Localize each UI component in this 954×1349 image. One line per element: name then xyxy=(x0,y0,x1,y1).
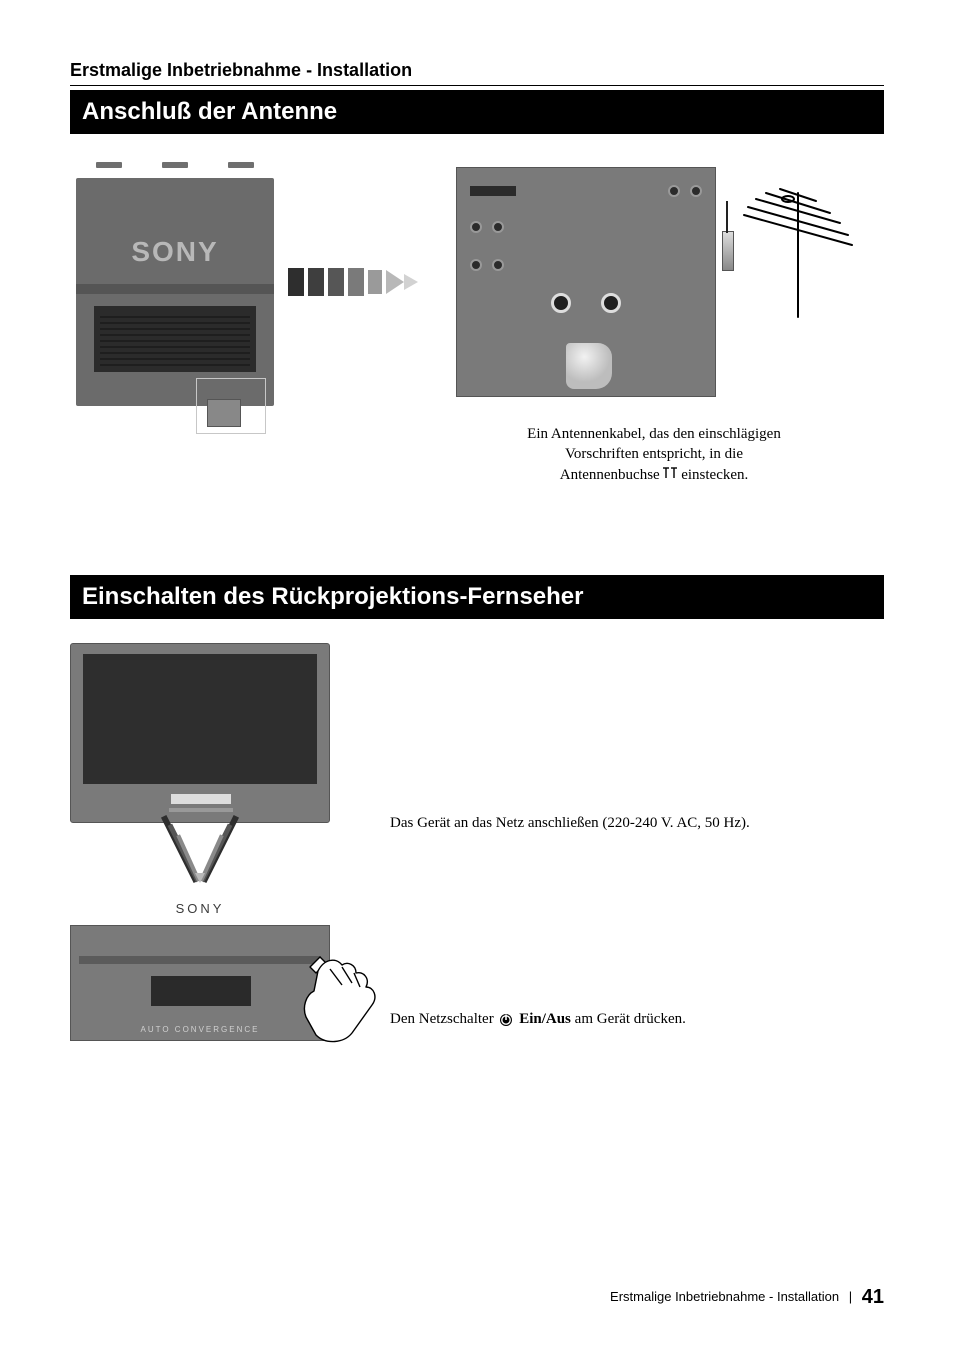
section1-caption-line1: Ein Antennenkabel, das den einschlägigen xyxy=(527,426,781,442)
section2-step2-b: am Gerät drücken. xyxy=(575,1011,686,1027)
section2-step2-a: Den Netzschalter xyxy=(390,1011,497,1027)
footer-separator: | xyxy=(849,1289,852,1304)
device-front-illustration: SONY xyxy=(70,152,280,412)
section1-caption: Ein Antennenkabel, das den einschlägigen… xyxy=(464,424,844,485)
footer-text: Erstmalige Inbetriebnahme - Installation xyxy=(610,1289,839,1304)
antenna-socket-icon xyxy=(663,466,677,480)
section2-figure-row: SONY AUTO CONVERGENCE Das Gerät an das N… xyxy=(70,637,884,1041)
connector-panel-illustration xyxy=(456,167,716,397)
tv-illustration-upper xyxy=(70,643,330,883)
hand-icon xyxy=(566,343,612,389)
section1-caption-line3a: Antennenbuchse xyxy=(560,467,664,483)
footer-page-number: 41 xyxy=(862,1286,884,1308)
tv-illustration-lower: SONY AUTO CONVERGENCE xyxy=(70,901,330,1041)
section2-step2: Den Netzschalter Ein/Aus am Gerät drücke… xyxy=(390,1009,884,1029)
page-subtitle: Erstmalige Inbetriebnahme - Installation xyxy=(70,60,884,86)
antenna-icon xyxy=(734,187,864,337)
antenna-plug-icon xyxy=(722,231,734,271)
section1-figure: SONY xyxy=(70,152,884,412)
device-brand-text: SONY xyxy=(76,236,274,268)
power-icon xyxy=(499,1013,513,1027)
section2-step2-bold: Ein/Aus xyxy=(519,1011,571,1027)
section1-header: Anschluß der Antenne xyxy=(70,90,884,134)
arrow-fade-icon xyxy=(288,264,448,300)
section2-step1-text: Das Gerät an das Netz anschließen (220-2… xyxy=(390,813,884,833)
page-footer: Erstmalige Inbetriebnahme - Installation… xyxy=(610,1286,884,1309)
hand-press-icon xyxy=(290,947,380,1047)
section1-caption-line2: Vorschriften entspricht, in die xyxy=(565,446,743,462)
section2-header: Einschalten des Rückprojektions-Fernsehe… xyxy=(70,575,884,619)
tv-brand-text: SONY xyxy=(70,901,330,925)
device-highlight-box xyxy=(196,378,266,434)
section1-caption-line3b: einstecken. xyxy=(681,467,748,483)
